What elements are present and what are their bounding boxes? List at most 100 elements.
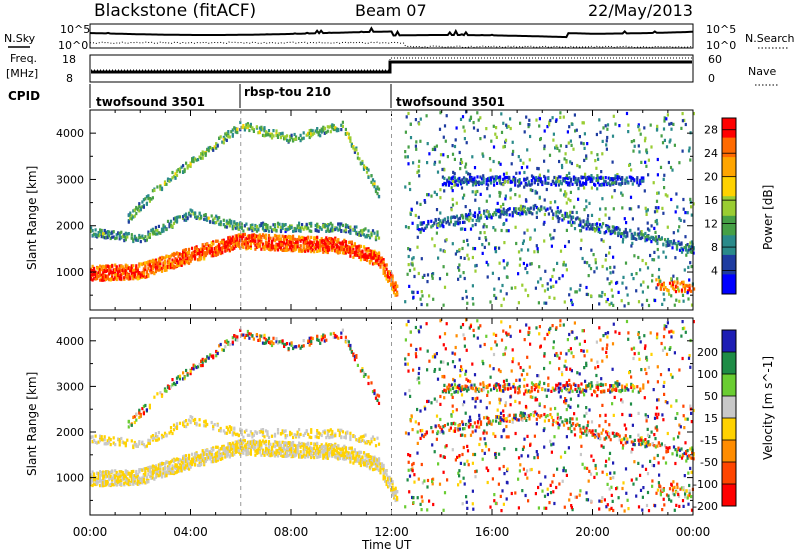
power-cell	[411, 263, 414, 267]
power-cell	[446, 219, 449, 223]
power-cell	[530, 262, 533, 266]
power-cell	[153, 265, 156, 269]
power-cell	[284, 223, 287, 227]
power-cell	[494, 132, 497, 136]
power-cell	[222, 240, 225, 244]
power-cell	[467, 212, 471, 216]
velocity-cell	[313, 451, 316, 456]
power-cell	[319, 239, 322, 243]
power-cell	[90, 229, 93, 233]
power-cell	[514, 177, 517, 181]
power-cell	[267, 129, 271, 133]
velocity-cell	[273, 440, 277, 444]
velocity-cell	[200, 460, 203, 464]
power-cell	[153, 188, 156, 192]
power-cell	[679, 218, 682, 222]
power-cell	[310, 130, 313, 134]
power-cell	[93, 277, 96, 281]
power-cell	[488, 157, 492, 161]
power-cell	[470, 179, 473, 183]
velocity-cell	[197, 457, 200, 461]
velocity-cell	[96, 472, 99, 476]
power-cell	[365, 170, 369, 174]
velocity-cell	[105, 472, 108, 476]
power-cell	[643, 189, 646, 193]
power-cell	[203, 254, 206, 258]
power-cell	[529, 262, 532, 266]
power-cell	[263, 244, 266, 249]
power-cell	[251, 223, 254, 227]
power-cell	[264, 233, 268, 237]
power-cell	[227, 135, 230, 139]
power-cell	[499, 175, 502, 179]
velocity-cell	[261, 448, 265, 452]
power-cell	[349, 250, 352, 254]
power-cell	[464, 180, 467, 184]
power-cell	[255, 225, 258, 229]
velocity-cell	[114, 469, 117, 473]
power-cell	[442, 303, 445, 307]
velocity-cell	[132, 474, 135, 478]
power-cell	[222, 137, 225, 141]
power-cell	[451, 203, 455, 207]
power-cell	[564, 244, 567, 248]
power-cell	[649, 253, 652, 258]
power-cell	[559, 144, 562, 148]
power-cell	[645, 151, 649, 155]
power-cell	[495, 208, 498, 212]
velocity-cell	[108, 470, 111, 475]
power-cell	[117, 267, 120, 271]
velocity-cell	[99, 476, 102, 480]
power-cell	[296, 245, 299, 249]
velocity-cell	[166, 460, 170, 464]
velocity-cell	[124, 475, 127, 479]
power-cell	[587, 274, 590, 278]
power-cell	[419, 139, 422, 143]
power-cell	[489, 168, 492, 172]
power-cell	[114, 268, 117, 272]
power-cell	[362, 233, 366, 237]
power-cell	[437, 221, 440, 226]
velocity-cell	[94, 480, 97, 484]
power-cell	[227, 130, 230, 134]
power-cell	[622, 275, 625, 279]
velocity-cell	[284, 441, 287, 445]
velocity-cell	[231, 444, 234, 448]
velocity-cell	[240, 441, 243, 445]
power-cell	[182, 170, 185, 174]
power-cell	[310, 250, 313, 254]
power-cell	[218, 250, 221, 254]
power-cell	[504, 194, 507, 198]
power-cell	[633, 254, 636, 258]
power-cell	[169, 254, 173, 258]
power-cell	[639, 236, 642, 241]
velocity-cell	[168, 465, 171, 469]
power-cell	[613, 177, 616, 181]
power-cell	[510, 162, 513, 166]
power-cell	[459, 256, 462, 260]
power-cell	[618, 232, 621, 236]
power-cell	[621, 193, 624, 197]
velocity-cell	[252, 447, 255, 451]
velocity-cell	[213, 458, 216, 462]
power-cell	[585, 223, 588, 227]
power-cell	[99, 278, 102, 282]
power-cell	[227, 243, 230, 247]
power-cell	[284, 237, 287, 241]
power-cell	[299, 244, 302, 248]
velocity-cell	[257, 451, 260, 455]
velocity-cell	[105, 480, 108, 484]
velocity-cell	[138, 482, 141, 486]
power-cell	[461, 246, 464, 251]
power-cell	[371, 262, 375, 266]
power-cell	[258, 244, 261, 248]
power-cell	[632, 234, 635, 238]
power-cell	[599, 207, 602, 211]
power-cell	[174, 175, 177, 180]
power-cell	[172, 221, 176, 225]
velocity-cell	[189, 460, 192, 464]
power-cell	[689, 245, 692, 249]
power-cell	[622, 237, 625, 241]
power-cell	[518, 171, 521, 175]
power-cell	[151, 230, 154, 234]
